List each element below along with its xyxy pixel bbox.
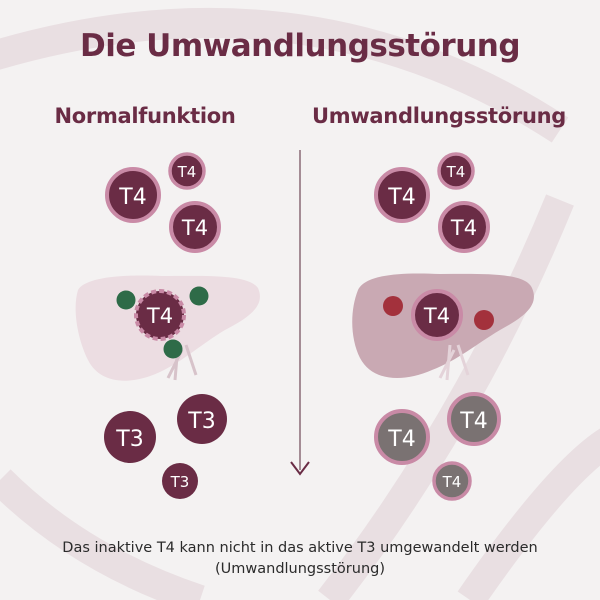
hormone-circle: T4 (411, 289, 463, 341)
page-title: Die Umwandlungsstörung (79, 28, 521, 64)
hormone-circle: T4 (437, 152, 475, 190)
hormone-label: T4 (146, 304, 173, 328)
conversion-disorder-heading: Umwandlungsstörung (312, 104, 566, 128)
hormone-label: T4 (387, 427, 415, 452)
caption: Das inaktive T4 kann nicht in das aktive… (20, 538, 580, 580)
hormone-label: T4 (387, 185, 415, 210)
hormone-circle: T4 (169, 201, 221, 253)
hormone-circle: T4 (438, 201, 490, 253)
hormone-label: T4 (446, 163, 466, 181)
hormone-label: T4 (118, 185, 146, 210)
hormone-label: T4 (181, 216, 208, 240)
hormone-label: T3 (170, 473, 190, 491)
converting-enzyme-dot (116, 290, 136, 310)
hormone-circle: T4 (134, 289, 186, 341)
blocked-enzyme-dot (474, 310, 494, 330)
hormone-label: T4 (423, 304, 450, 328)
hormone-label: T4 (177, 163, 197, 181)
converting-enzyme-dot (163, 339, 183, 359)
hormone-label: T4 (450, 216, 477, 240)
liver-disorder: T4 (352, 273, 534, 381)
caption-line-1: Das inaktive T4 kann nicht in das aktive… (62, 540, 538, 556)
hormone-circle: T4 (374, 167, 430, 223)
hormone-circle: T4 (105, 167, 161, 223)
hormone-circle: T3 (177, 394, 227, 444)
hormone-circle: T3 (104, 411, 156, 463)
hormone-circle: T3 (162, 463, 198, 499)
blocked-enzyme-dot (383, 296, 403, 316)
hormone-circle: T4 (168, 152, 206, 190)
hormone-label: T4 (459, 409, 487, 434)
hormone-circle: T4 (432, 461, 472, 501)
left-panel: T4 T4 T4 T4 (75, 152, 260, 499)
hormone-label: T3 (115, 427, 143, 452)
divider-arrow (290, 150, 310, 476)
liver-normal: T4 (75, 275, 260, 381)
hormone-circle: T4 (374, 409, 430, 465)
converting-enzyme-dot (189, 286, 209, 306)
hormone-circle: T4 (447, 392, 501, 446)
hormone-label: T3 (187, 409, 215, 434)
right-panel: T4 T4 T4 T4 T4 (352, 152, 534, 501)
caption-line-2: (Umwandlungsstörung) (214, 561, 385, 577)
hormone-label: T4 (442, 473, 462, 491)
normal-function-heading: Normalfunktion (54, 104, 236, 128)
